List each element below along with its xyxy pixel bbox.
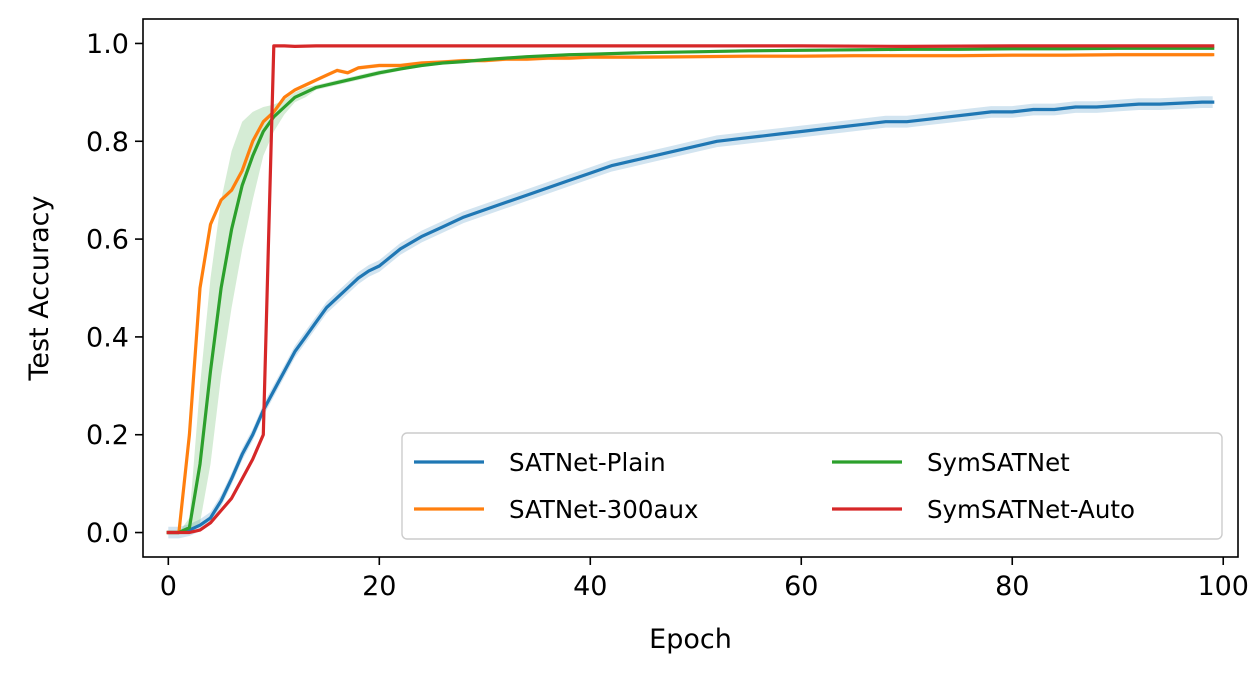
x-tick-label: 0 (160, 571, 177, 602)
y-tick-label: 0.0 (86, 518, 129, 549)
legend: SATNet-Plain SATNet-300aux SymSATNet Sym… (401, 432, 1223, 540)
y-tick-label: 0.6 (86, 225, 129, 256)
y-axis-title: Test Accuracy (24, 195, 55, 381)
x-tick-label: 40 (573, 571, 607, 602)
y-tick-label: 0.2 (86, 420, 129, 451)
y-tick-label: 0.8 (86, 127, 129, 158)
series-line-satnet-300aux (166, 53, 1215, 535)
series-line-symsatnet-auto (166, 44, 1215, 535)
y-tick-label: 1.0 (86, 29, 129, 60)
legend-label-symsatnet: SymSATNet (927, 448, 1070, 477)
legend-frame (401, 432, 1223, 540)
legend-label-satnet-plain: SATNet-Plain (509, 448, 666, 477)
legend-label-symsatnet-auto: SymSATNet-Auto (927, 495, 1135, 524)
x-tick-label: 80 (995, 571, 1029, 602)
series-line-symsatnet (166, 46, 1215, 535)
axis-ticks: 0 20 40 60 80 100 0.0 0.2 0.4 0.6 0.8 1.0 (86, 29, 1249, 602)
y-tick-label: 0.4 (86, 322, 129, 353)
x-tick-label: 100 (1197, 571, 1249, 602)
x-tick-label: 20 (362, 571, 396, 602)
x-tick-label: 60 (784, 571, 818, 602)
series-lines (166, 44, 1215, 535)
x-axis-title: Epoch (649, 624, 732, 655)
plot-frame (142, 18, 1239, 558)
legend-label-satnet-300aux: SATNet-300aux (509, 495, 698, 524)
series-line-satnet-plain (166, 100, 1215, 535)
